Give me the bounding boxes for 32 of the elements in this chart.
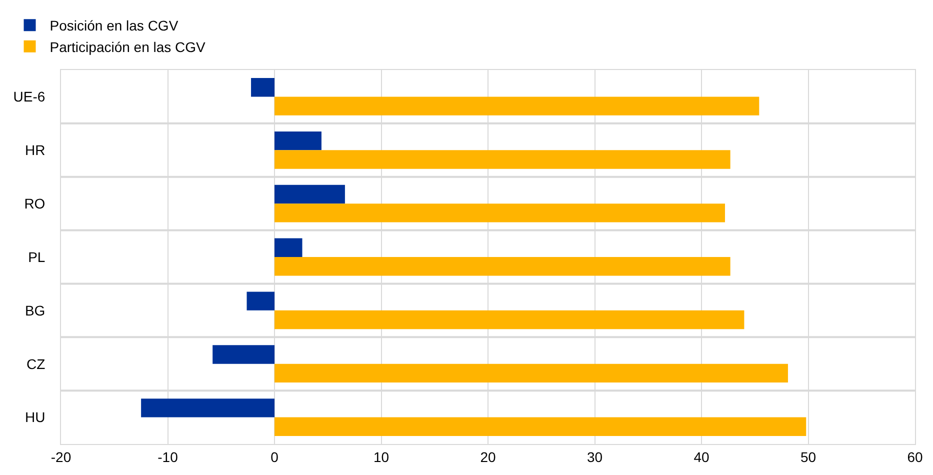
x-tick-label: 10 [373,448,390,465]
legend-label: Posición en las CGV [50,18,179,34]
bar [274,310,744,330]
y-tick-label: HU [24,409,46,426]
x-tick-label: 30 [586,448,603,465]
x-tick-label: 60 [907,448,923,465]
y-tick-label: BG [24,302,46,318]
bar [274,204,725,222]
bar [274,257,730,276]
bar [274,417,806,436]
bar [246,292,274,310]
bar [274,131,322,150]
bar [274,184,345,204]
bar [274,96,760,116]
y-tick-label: RO [24,195,46,212]
y-tick-label: CZ [26,356,46,372]
legend-label: Participación en las CGV [50,38,206,55]
x-tick-label: 50 [800,448,816,465]
bar [274,364,788,383]
x-tick-label: -20 [50,448,72,465]
y-tick-label: UE-6 [13,88,46,105]
x-tick-label: 0 [270,448,279,465]
x-tick-label: 40 [694,448,710,465]
x-tick-label: -10 [158,448,178,465]
y-tick-label: PL [28,248,46,265]
bar [251,78,274,97]
y-tick-label: HR [24,142,46,158]
bar [274,238,302,257]
x-tick-label: 20 [480,448,496,465]
bar [274,150,730,169]
bar [141,398,274,418]
bar [212,345,274,364]
